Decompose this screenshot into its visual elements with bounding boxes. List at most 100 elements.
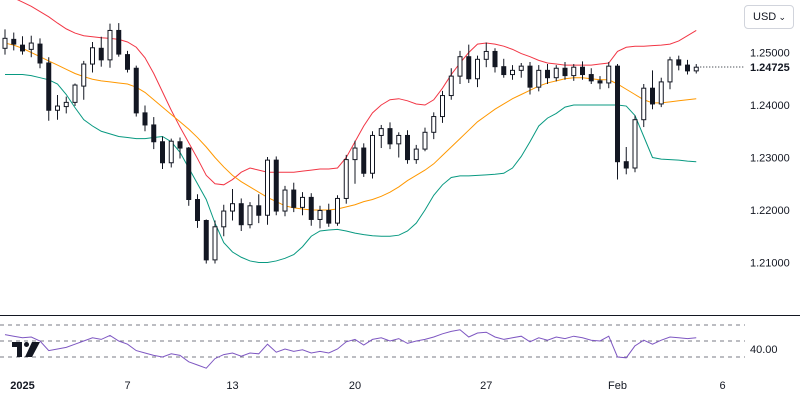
price-tick-label: 1.25000 — [750, 48, 790, 60]
candle — [588, 74, 594, 82]
candle — [448, 75, 454, 97]
price-tick-label: 1.23000 — [750, 153, 790, 165]
time-tick-label: 20 — [349, 380, 361, 392]
candle — [98, 47, 104, 61]
candle — [527, 65, 533, 88]
time-tick-label: 27 — [480, 380, 492, 392]
candle — [238, 203, 244, 226]
candle — [553, 67, 559, 79]
last-price-label: 1.24725 — [750, 62, 790, 74]
candle — [300, 196, 305, 208]
candle — [571, 66, 577, 77]
candle — [676, 59, 682, 66]
candle — [597, 80, 603, 84]
time-tick-label: Feb — [608, 380, 627, 392]
candle — [326, 210, 332, 224]
candle — [335, 197, 340, 224]
candle — [440, 95, 445, 118]
price-axis[interactable]: 1.25000 1.24000 1.23000 1.22000 1.21000 — [750, 48, 790, 270]
candle — [133, 67, 139, 114]
candle — [518, 65, 524, 71]
candle — [11, 38, 17, 45]
candle — [536, 69, 542, 88]
candle — [606, 65, 612, 84]
candle — [168, 140, 174, 164]
candle — [387, 128, 393, 145]
bb-basis-line — [4, 42, 697, 211]
candle — [466, 56, 472, 80]
candle — [413, 148, 419, 161]
candle — [623, 161, 629, 169]
candle — [125, 54, 130, 70]
candle — [422, 131, 428, 150]
candle — [221, 210, 227, 228]
candle — [457, 56, 463, 77]
candle — [63, 101, 69, 108]
candle — [116, 29, 122, 55]
candle — [177, 141, 183, 149]
candle — [370, 134, 375, 174]
price-tick-label: 1.24000 — [750, 100, 790, 112]
candle — [2, 37, 8, 49]
candle — [343, 159, 349, 199]
price-tick-label: 1.22000 — [750, 205, 790, 217]
candle — [46, 62, 52, 111]
candle — [685, 64, 690, 72]
candle — [317, 210, 323, 220]
time-axis[interactable]: 2025 7 13 20 27 Feb 6 — [10, 380, 725, 392]
chevron-down-icon: ⌄ — [778, 11, 786, 22]
candle — [352, 147, 358, 161]
candle — [151, 124, 157, 143]
candle — [405, 134, 410, 161]
candle — [650, 87, 655, 105]
candle — [90, 47, 95, 65]
candle — [28, 42, 34, 50]
candle — [545, 69, 550, 79]
candle — [37, 43, 43, 64]
rsi-levels — [0, 324, 745, 358]
candle — [55, 105, 60, 111]
price-tick-label: 1.21000 — [750, 258, 790, 270]
candle — [501, 66, 507, 76]
candles — [2, 23, 699, 264]
candle — [562, 67, 568, 77]
candle — [396, 134, 402, 145]
candle — [632, 119, 638, 169]
candle — [580, 66, 585, 76]
candle — [203, 220, 209, 261]
tradingview-logo-icon[interactable] — [12, 342, 40, 357]
candle — [378, 128, 384, 136]
candle — [658, 81, 664, 105]
candle — [247, 205, 253, 226]
candle — [81, 63, 87, 87]
candle — [483, 50, 489, 60]
candle — [20, 44, 25, 52]
time-tick-label: 13 — [226, 380, 238, 392]
candle — [195, 199, 200, 221]
rsi-pane: 40.00 — [0, 324, 778, 369]
candle — [265, 159, 270, 216]
rsi-line — [4, 329, 697, 369]
candle — [431, 116, 437, 133]
currency-selector[interactable]: USD ⌄ — [744, 5, 794, 29]
bb-lower-line — [5, 74, 697, 263]
candle — [230, 203, 235, 212]
candle — [142, 112, 148, 126]
candle — [291, 189, 297, 208]
candle — [308, 196, 314, 220]
candle — [273, 159, 279, 212]
candle — [282, 189, 288, 212]
candle — [186, 147, 192, 201]
candle — [107, 29, 113, 61]
candle — [667, 59, 673, 83]
candle — [212, 226, 218, 261]
candle — [256, 205, 262, 216]
currency-value: USD — [753, 11, 777, 23]
rsi-tick-label: 40.00 — [750, 344, 778, 356]
time-tick-label: 7 — [124, 380, 130, 392]
candle — [160, 141, 165, 164]
candle — [641, 87, 647, 121]
candle — [510, 69, 515, 76]
bb-upper-line — [16, 0, 697, 186]
